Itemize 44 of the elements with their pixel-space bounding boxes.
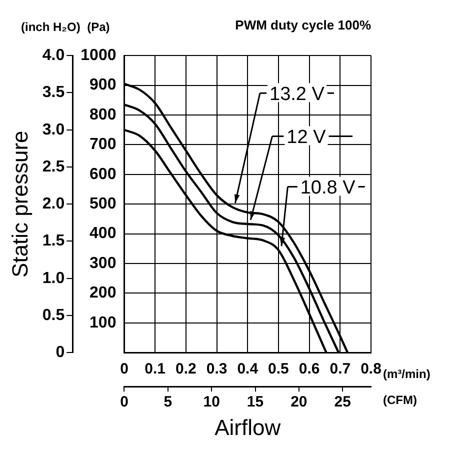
x2-tick-label: 10 [203,394,220,411]
x-axis-title: Airflow [214,414,281,440]
x2-tick-label: 5 [164,394,172,411]
x-tick-label: 0.5 [268,360,289,378]
x-tick-label: 0 [120,360,128,378]
x2-tick-label: 0 [120,394,128,411]
x-tick-label: 0.3 [206,360,228,378]
y2-tick-label: 0 [56,344,65,362]
y-tick-label: 900 [90,76,116,94]
x2-axis-title: (CFM) [383,392,417,407]
x-tick-label: 0.1 [144,360,166,378]
legend-label: 12 V [286,127,326,148]
y2-tick-label: 4.0 [42,47,65,64]
y-tick-label: 100 [90,314,116,332]
text: (m³/min) [383,366,430,381]
y-tick-label: 1000 [80,47,116,64]
x-tick-label: 0.7 [330,360,351,378]
legend-label: 10.8 V [300,178,356,199]
legend-label: 13.2 V [270,84,325,106]
x2-tick-label: 20 [290,394,308,411]
y-tick-label: 600 [90,166,116,183]
y-tick-label: 800 [90,106,116,124]
y2-axis-title: Static pressure [7,130,32,278]
x-tick-label: 0.2 [175,360,196,378]
y2-tick-label: 3.0 [42,121,65,138]
y2-tick-label: 3.5 [42,84,65,102]
y2-tick-label: 2.5 [42,158,65,176]
y2-tick-label: 1.5 [42,232,65,250]
y2-tick-label: 2.0 [42,196,65,213]
y-tick-label: 500 [90,196,116,213]
chart-title: PWM duty cycle 100% [235,17,372,32]
x2-tick-label: 25 [334,394,351,411]
y2-tick-label: 0.5 [42,306,65,324]
text: (inch H₂O) [20,20,80,34]
y-tick-label: 200 [90,284,116,302]
y-tick-label: 400 [90,225,116,242]
x-tick-label: 0.6 [298,360,320,378]
y-tick-label: 300 [90,254,116,272]
y-axis-title: (Pa) [87,20,110,34]
x-tick-label: 0.4 [237,360,259,378]
y-tick-label: 700 [90,136,116,154]
y2-tick-label: 1.0 [42,270,65,287]
x-tick-label: 0.8 [360,360,382,378]
x2-tick-label: 15 [246,394,264,411]
